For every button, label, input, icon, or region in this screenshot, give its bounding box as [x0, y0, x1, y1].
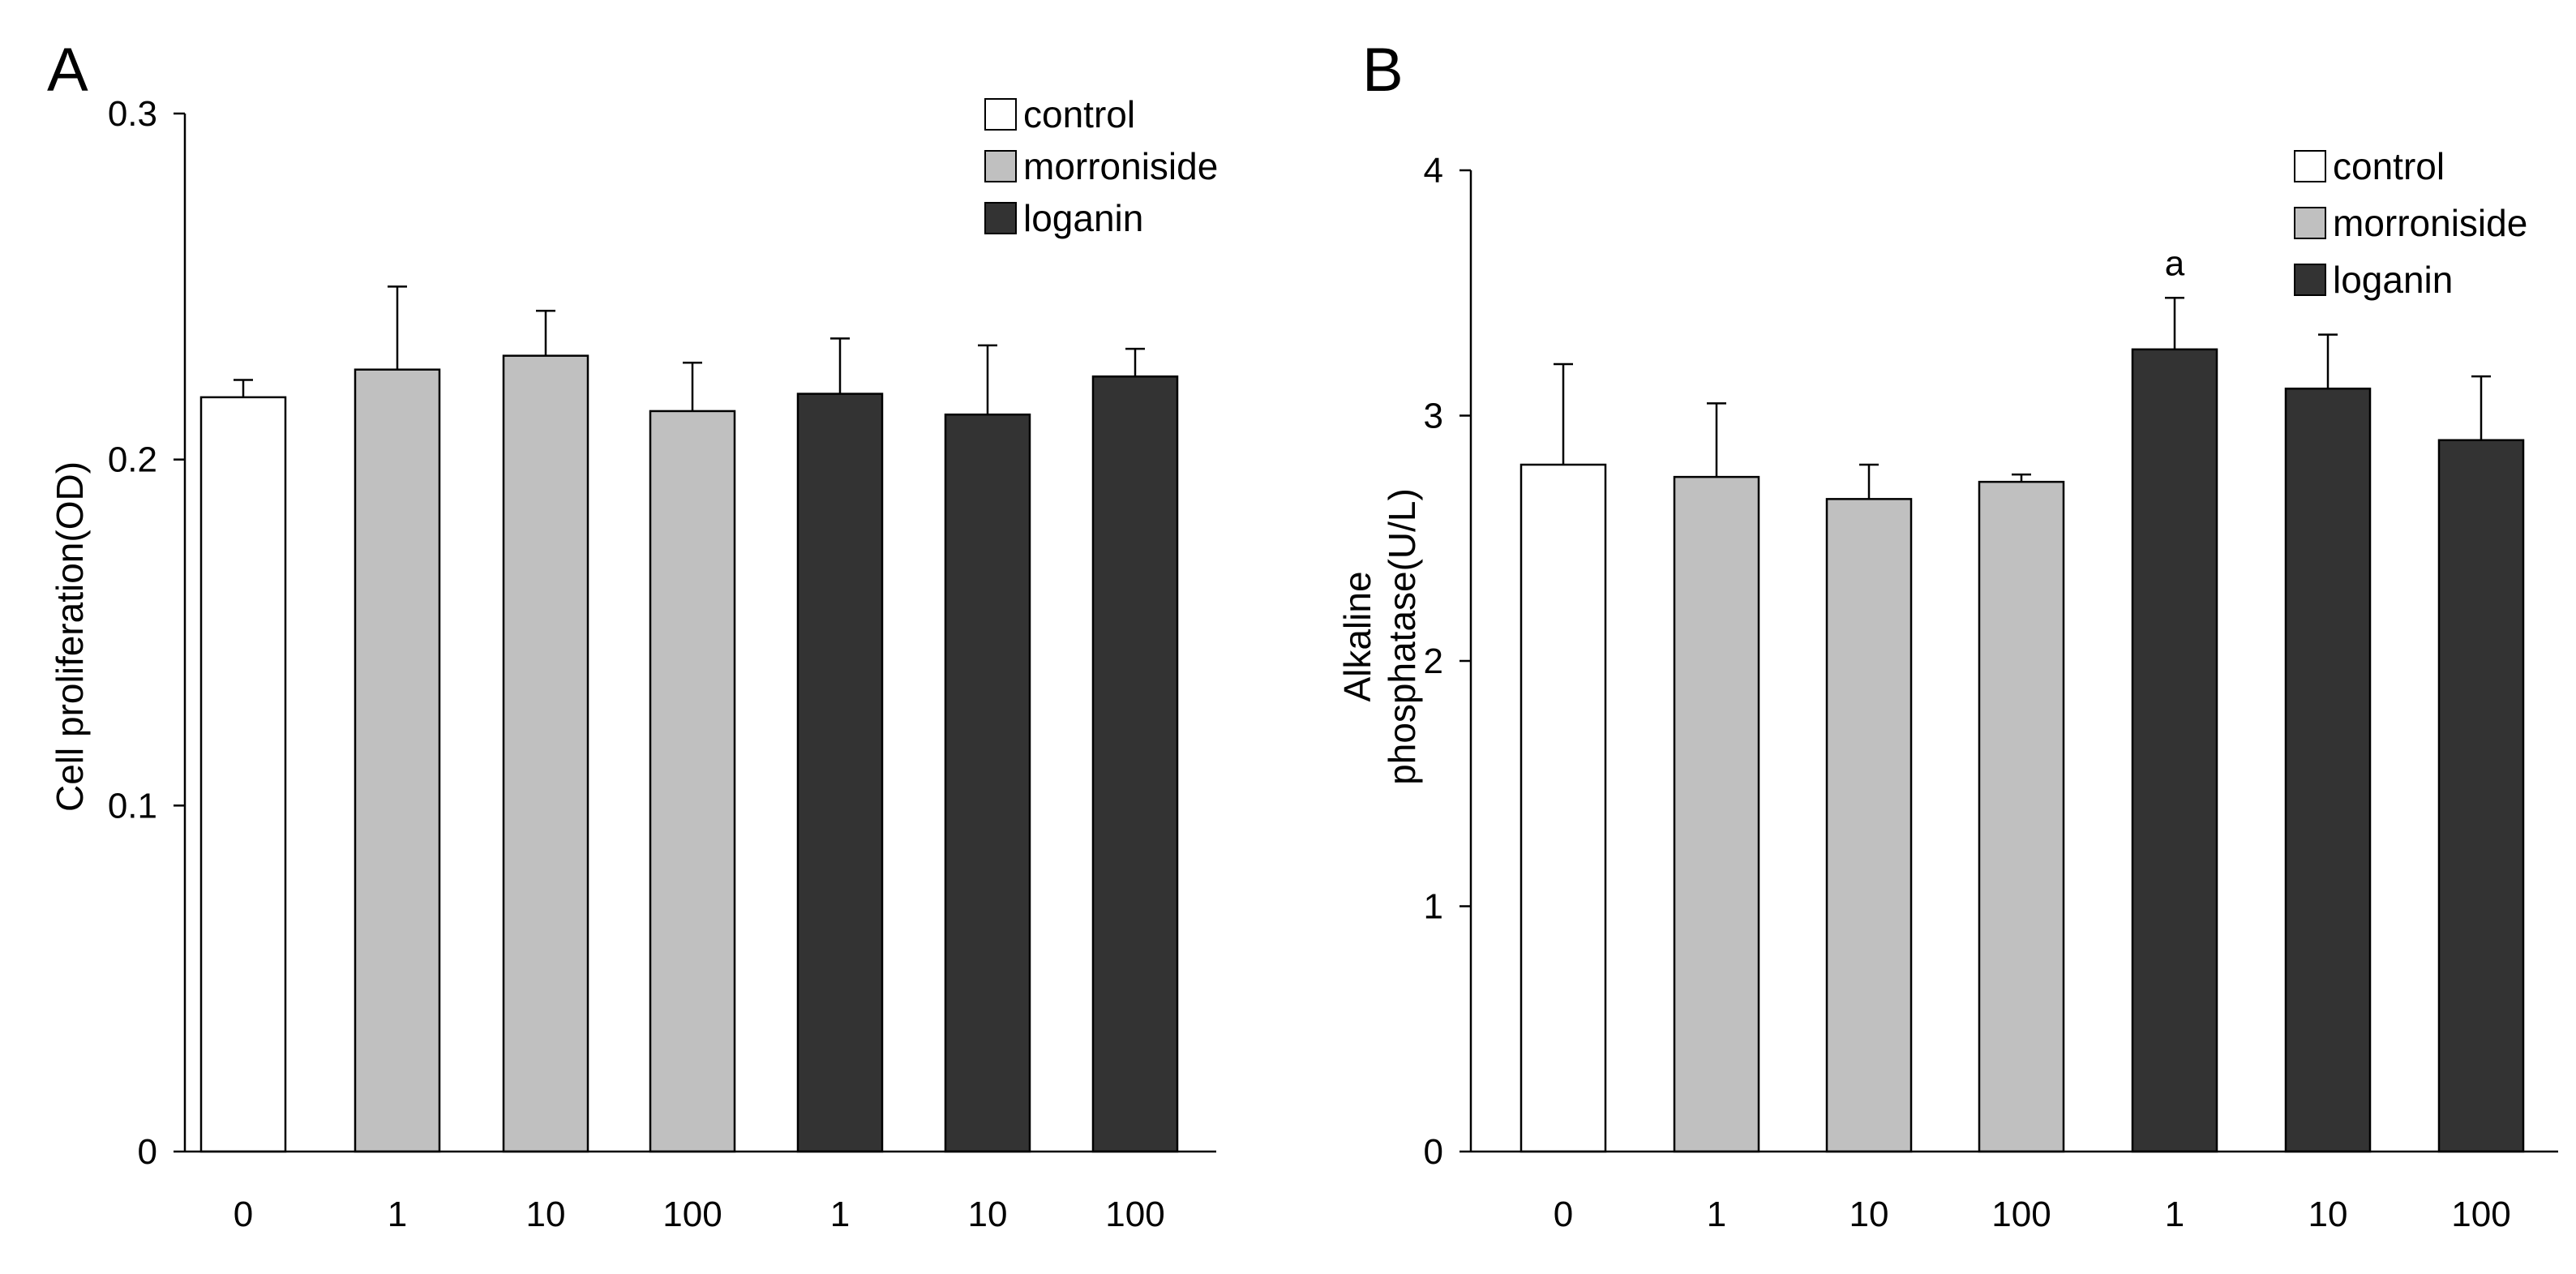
panel-b-bar-morroniside: [1673, 475, 1760, 1153]
panel-a-y-axis-label: Cell proliferation(OD): [49, 461, 91, 812]
panel-b-x-ticks: 0 1 10 100 1 10 100: [1554, 1195, 2511, 1234]
panel-a-bar-morroniside: [649, 410, 736, 1153]
panel-a-y-tick-label: 0.3: [108, 94, 157, 134]
panel-b-y-axis-label-line2: phosphatase(U/L): [1381, 488, 1423, 785]
panel-b-significance-annotation: a: [2165, 243, 2185, 283]
panel-b-x-tick-label: 10: [2308, 1195, 2348, 1234]
panel-b-bar-loganin: [2131, 348, 2218, 1153]
panel-b-x-tick-label: 100: [2451, 1195, 2510, 1234]
panel-a-y-tick-label: 0.2: [108, 440, 157, 480]
panel-b-legend: control morroniside loganin: [2294, 145, 2527, 301]
panel-a-x-tick-label: 10: [526, 1195, 566, 1234]
panel-b-x-tick-label: 1: [2165, 1195, 2184, 1234]
panel-a-x-tick-label: 10: [968, 1195, 1008, 1234]
panel-b-legend-swatch-loganin: [2294, 264, 2326, 296]
panel-a-bar-control: [199, 396, 287, 1153]
panel-b-x-tick-label: 1: [1707, 1195, 1726, 1234]
panel-b-legend-label-control: control: [2333, 145, 2445, 187]
panel-b-bar-morroniside: [1825, 498, 1913, 1153]
panel-a-bar-loganin: [1091, 375, 1179, 1153]
panel-a-legend-swatch-control: [984, 98, 1017, 131]
panel-b-x-tick-label: 10: [1849, 1195, 1889, 1234]
panel-b-y-ticks: 0 1 2 3 4: [1424, 151, 1471, 1172]
panel-a-x-tick-label: 0: [234, 1195, 253, 1234]
panel-a-bar-morroniside: [502, 354, 589, 1153]
panel-b-legend-label-morroniside: morroniside: [2333, 202, 2527, 244]
panel-b-y-tick-label: 4: [1424, 151, 1443, 191]
panel-a-bars: [199, 354, 1179, 1153]
panel-b-letter: B: [1362, 36, 1404, 105]
panel-a-bar-loganin: [944, 413, 1031, 1153]
panel-b-error-bars: [1554, 297, 2491, 500]
panel-a-bar-loganin: [796, 392, 884, 1153]
panel-a-legend-label-control: control: [1023, 93, 1135, 135]
panel-a-error-bars: [234, 285, 1145, 415]
panel-b-legend-label-loganin: loganin: [2333, 259, 2453, 301]
panel-a-x-tick-label: 100: [1105, 1195, 1164, 1234]
panel-b-bar-morroniside: [1978, 480, 2065, 1153]
panel-b-legend-swatch-morroniside: [2294, 207, 2326, 239]
panel-a-x-tick-label: 100: [662, 1195, 722, 1234]
panel-a-y-ticks: 0 0.1 0.2 0.3: [108, 94, 185, 1172]
panel-b-y-axis-label-line1: Alkaline: [1336, 571, 1378, 701]
panel-b-bar-loganin: [2284, 387, 2372, 1153]
panel-b-legend-swatch-control: [2294, 150, 2326, 182]
panel-b-y-tick-label: 1: [1424, 887, 1443, 927]
panel-a-legend: control morroniside loganin: [984, 93, 1218, 239]
panel-b-y-tick-label: 0: [1424, 1132, 1443, 1172]
panel-a-x-tick-label: 1: [830, 1195, 850, 1234]
panel-b-y-tick-label: 2: [1424, 641, 1443, 681]
panel-b-y-tick-label: 3: [1424, 397, 1443, 436]
panel-a-legend-label-morroniside: morroniside: [1023, 145, 1218, 187]
panel-a-x-tick-label: 1: [388, 1195, 407, 1234]
panel-a-y-tick-label: 0: [138, 1132, 157, 1172]
panel-b-x-tick-label: 100: [1991, 1195, 2051, 1234]
panel-a-letter: A: [47, 36, 88, 105]
panel-a: A Cell proliferation(OD) 00.10.20.3 0 1 10…: [47, 36, 1218, 1234]
panel-a-legend-swatch-morroniside: [984, 150, 1017, 182]
panel-b-x-tick-label: 0: [1554, 1195, 1573, 1234]
panel-a-legend-label-loganin: loganin: [1023, 197, 1143, 239]
panel-b-bar-loganin: [2437, 439, 2525, 1153]
panel-b-bars: [1519, 348, 2525, 1153]
panel-a-bar-morroniside: [354, 368, 441, 1153]
panel-b-bar-control: [1519, 463, 1607, 1153]
panel-a-legend-swatch-loganin: [984, 202, 1017, 234]
panel-a-y-tick-label: 0.1: [108, 786, 157, 826]
panel-a-x-ticks: 0 1 10 100 1 10 100: [234, 1195, 1165, 1234]
panel-b-annotations: a: [2165, 243, 2185, 283]
